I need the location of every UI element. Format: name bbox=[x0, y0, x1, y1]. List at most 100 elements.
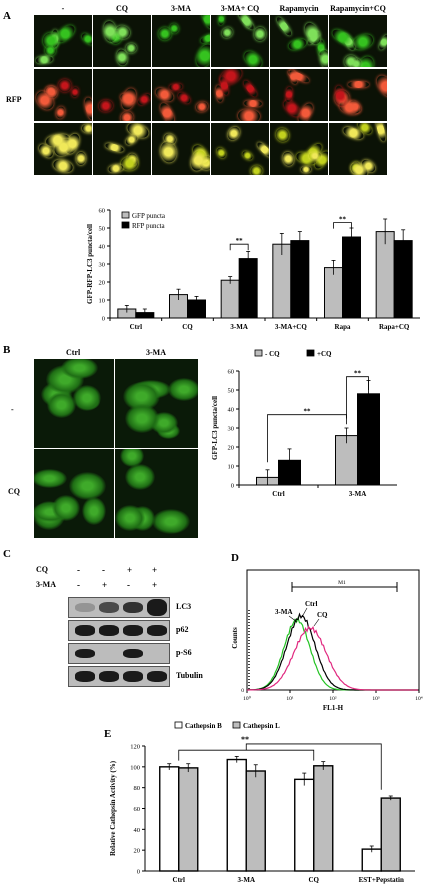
plot-frame bbox=[246, 569, 420, 691]
significance-label: ** bbox=[236, 237, 244, 245]
bar-cathepsin-b-est-pepstatin bbox=[361, 848, 382, 872]
x-tick-label: Rapa+CQ bbox=[379, 323, 410, 331]
y-axis-label: GFP-LC3 puncta/cell bbox=[211, 396, 219, 460]
bar-rfp-puncta-3-ma-cq bbox=[290, 240, 310, 319]
y-tick-label: 10 bbox=[228, 464, 235, 471]
y-tick-label: 50 bbox=[99, 226, 106, 233]
y-tick-label: 0 bbox=[137, 869, 140, 876]
bar-rfp-puncta-3-ma bbox=[238, 258, 258, 319]
y-tick-label: 20 bbox=[99, 280, 106, 287]
x-tick-label: Rapa bbox=[335, 323, 351, 331]
treatment-mark: + bbox=[152, 580, 158, 590]
panel-b-micro-3ma-minus bbox=[115, 359, 198, 448]
panel-b-bar-chart: 0 10 20 30 40 50 60 GFP-LC3 puncta/cell Ctrl 3-MA… bbox=[211, 349, 397, 498]
panel-d-letter: D bbox=[231, 552, 239, 564]
significance-label: ** bbox=[339, 216, 347, 224]
micrograph-r2-c3 bbox=[152, 69, 210, 121]
blot-lc3 bbox=[68, 597, 170, 618]
x-tick-label: 3-MA bbox=[349, 490, 367, 498]
y-tick-label: 0 bbox=[241, 688, 244, 694]
y-tick-label: 0 bbox=[231, 483, 234, 490]
y-tick-label: 60 bbox=[99, 208, 106, 215]
x-tick-label: 10² bbox=[329, 696, 337, 702]
y-axis-label: GFP-RFP-LC3 puncta/cell bbox=[86, 224, 94, 304]
significance-bracket bbox=[245, 743, 382, 790]
x-tick-label: 10⁰ bbox=[243, 695, 252, 702]
treatment-mark: - bbox=[102, 565, 105, 575]
micrograph-r2-c5 bbox=[270, 69, 328, 121]
y-tick-label: 60 bbox=[134, 806, 141, 813]
curve-label-ctrl: Ctrl bbox=[305, 600, 317, 608]
legend-label: Cathepsin L bbox=[243, 722, 280, 730]
micrograph-r3-c5 bbox=[270, 123, 328, 175]
panel-b-micro-ctrl-cq bbox=[34, 449, 114, 538]
x-axis-label: FL1-H bbox=[323, 704, 344, 712]
treatment-label-cq: CQ bbox=[36, 565, 48, 574]
significance-label: ** bbox=[304, 408, 312, 416]
panel-b-col-label-3ma: 3-MA bbox=[146, 348, 166, 357]
micrograph-r1-c5 bbox=[270, 15, 328, 67]
micrograph-r2-c4 bbox=[211, 69, 269, 121]
y-tick-label: 30 bbox=[228, 426, 235, 433]
y-axis-label: Relative Cathepsin Activity (%) bbox=[109, 760, 117, 856]
legend-swatch bbox=[254, 349, 263, 357]
bar-cathepsin-b-3-ma bbox=[226, 758, 247, 872]
significance-bracket bbox=[267, 414, 347, 463]
blot-p-s6 bbox=[68, 643, 170, 664]
x-tick-label: 10⁴ bbox=[415, 696, 423, 702]
x-tick-label: Ctrl bbox=[130, 323, 142, 331]
blot-tubulin bbox=[68, 666, 170, 687]
curve-pointer bbox=[288, 615, 298, 623]
micrograph-r3-c2 bbox=[93, 123, 151, 175]
x-tick-label: CQ bbox=[309, 876, 320, 884]
x-tick-label: 10³ bbox=[372, 696, 380, 702]
x-tick-label: EST+Pepstatin bbox=[359, 876, 404, 884]
legend-swatch bbox=[121, 221, 130, 229]
treatment-mark: - bbox=[77, 565, 80, 575]
bar-gfp-puncta-rapa-cq bbox=[375, 231, 395, 319]
legend-label: Cathepsin B bbox=[185, 722, 222, 730]
y-tick-label: 50 bbox=[228, 388, 235, 395]
micrograph-r2-c1 bbox=[34, 69, 92, 121]
treatment-mark: + bbox=[152, 565, 158, 575]
col-label-3ma: 3-MA bbox=[171, 4, 191, 13]
y-tick-label: 60 bbox=[228, 369, 235, 376]
x-tick-label: 10¹ bbox=[286, 696, 294, 702]
panel-b-row-label-minus: - bbox=[11, 405, 14, 414]
micrograph-r3-c4 bbox=[211, 123, 269, 175]
micrograph-r3-c6 bbox=[329, 123, 387, 175]
panel-b-micro-3ma-cq bbox=[115, 449, 198, 538]
blot-label: p62 bbox=[176, 625, 189, 634]
bar-rfp-puncta-rapa bbox=[342, 236, 361, 319]
bar-cathepsin-l-3-ma bbox=[245, 770, 266, 872]
x-tick-label: 3-MA bbox=[238, 876, 256, 884]
bar-gfp-puncta-rapa bbox=[324, 267, 343, 319]
panel-b-letter: B bbox=[3, 344, 11, 356]
bar--cq-3-ma bbox=[357, 393, 380, 486]
micrograph-r3-c3 bbox=[152, 123, 210, 175]
treatment-mark: + bbox=[127, 565, 133, 575]
gate-label: M1 bbox=[338, 580, 346, 586]
panel-b-row-label-cq: CQ bbox=[8, 487, 20, 496]
y-tick-label: 100 bbox=[130, 764, 140, 771]
legend-swatch bbox=[306, 349, 315, 357]
panel-e-letter: E bbox=[104, 728, 112, 740]
y-tick-label: 80 bbox=[134, 785, 141, 792]
bar-cathepsin-l-ctrl bbox=[178, 767, 199, 872]
panel-a-bar-chart: 0 10 20 30 40 50 60 GFP-RFP-LC3 puncta/cell Ctrl… bbox=[86, 208, 420, 331]
bar-cathepsin-l-cq bbox=[313, 765, 334, 872]
y-tick-label: 10 bbox=[99, 298, 106, 305]
blot-label: p-S6 bbox=[176, 648, 192, 657]
legend-label: - CQ bbox=[265, 350, 280, 358]
bar-cathepsin-b-cq bbox=[294, 778, 315, 872]
curve-label-3ma: 3-MA bbox=[275, 608, 293, 616]
micrograph-r3-c1 bbox=[34, 123, 92, 175]
col-label-rapamycin: Rapamycin bbox=[279, 4, 319, 13]
bar-gfp-puncta-3-ma-cq bbox=[272, 243, 292, 319]
panel-a-letter: A bbox=[3, 10, 11, 22]
legend-label: RFP puncta bbox=[132, 222, 165, 230]
treatment-mark: - bbox=[127, 580, 130, 590]
histogram-3ma bbox=[246, 616, 418, 691]
micrograph-r2-c2 bbox=[93, 69, 151, 121]
y-tick-label: 40 bbox=[99, 244, 106, 251]
